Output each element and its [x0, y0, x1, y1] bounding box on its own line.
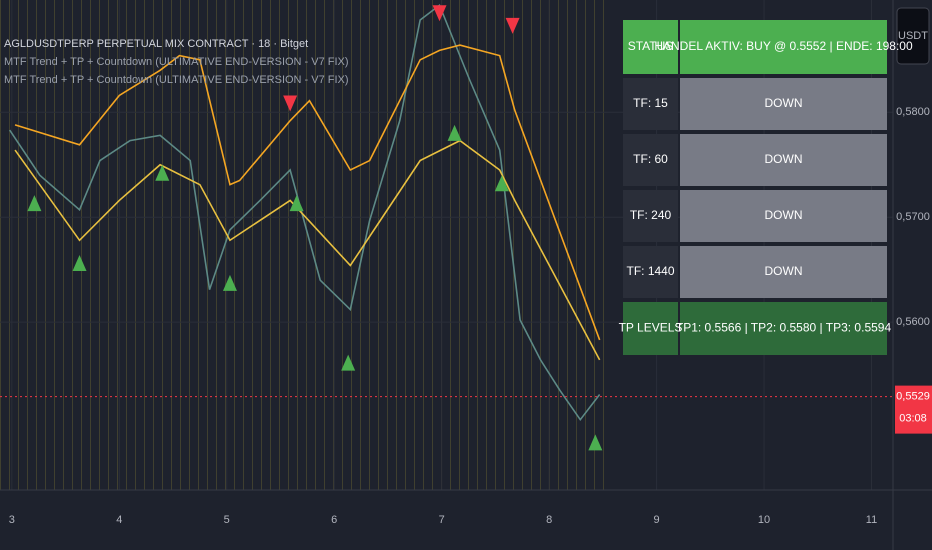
x-tick-label: 10: [758, 514, 770, 526]
sell-signal: [505, 17, 520, 34]
table-cell: [680, 134, 887, 186]
table-cell: [623, 190, 678, 242]
symbol-title: AGLDUSDTPERP PERPETUAL MIX CONTRACT · 18…: [4, 38, 308, 50]
table-cell: [623, 78, 678, 130]
x-tick-label: 6: [331, 514, 337, 526]
x-tick-label: 7: [439, 514, 445, 526]
buy-signal: [588, 434, 603, 451]
series-line: [14, 139, 601, 361]
table-label: TF: 240: [630, 208, 672, 222]
countdown: 03:08: [899, 413, 927, 425]
x-tick-label: 8: [546, 514, 552, 526]
table-value: TP1: 0.5566 | TP2: 0.5580 | TP3: 0.5594: [676, 321, 892, 335]
session-lines: [0, 0, 605, 490]
table-label: TP LEVELS: [619, 321, 683, 335]
table-label: TF: 1440: [626, 264, 674, 278]
buy-signal: [289, 195, 304, 212]
buy-signal: [155, 164, 170, 181]
currency-button[interactable]: [896, 7, 930, 65]
table-cell: [623, 246, 678, 298]
currency-label[interactable]: USDT: [898, 30, 928, 42]
buy-signal: [341, 354, 356, 371]
table-cell: [680, 190, 887, 242]
x-tick-label: 9: [654, 514, 660, 526]
table-label: TF: 15: [633, 96, 668, 110]
x-tick-label: 3: [9, 514, 15, 526]
table-cell: [680, 302, 887, 355]
indicator-label: MTF Trend + TP + Countdown (ULTIMATIVE E…: [4, 56, 349, 68]
table-label: STATUS: [628, 39, 674, 53]
table-label: TF: 60: [633, 152, 668, 166]
x-tick-label: 5: [224, 514, 230, 526]
last-price-tag: [895, 385, 932, 434]
y-tick-label: 0,5600: [896, 316, 930, 328]
table-cell: [680, 20, 887, 74]
table-cell: [680, 78, 887, 130]
indicator-label: MTF Trend + TP + Countdown (ULTIMATIVE E…: [4, 74, 349, 86]
table-value: DOWN: [765, 264, 803, 278]
buy-signal: [494, 175, 509, 192]
y-tick-label: 0,5700: [896, 211, 930, 223]
table-value: HANDEL AKTIV: BUY @ 0.5552 | ENDE: 198:0…: [654, 39, 913, 53]
sell-signal: [432, 5, 447, 22]
last-price-label: 0,5529: [896, 391, 930, 403]
sell-signal: [283, 95, 298, 112]
table-value: DOWN: [765, 152, 803, 166]
y-tick-label: 0,5800: [896, 106, 930, 118]
series-line: [9, 3, 601, 422]
table-cell: [623, 134, 678, 186]
table-value: DOWN: [765, 208, 803, 222]
table-cell: [623, 20, 678, 74]
table-value: DOWN: [765, 96, 803, 110]
series-line: [14, 44, 601, 341]
table-cell: [623, 302, 678, 355]
buy-signal: [222, 274, 237, 291]
x-tick-label: 4: [116, 514, 122, 526]
buy-signal: [72, 254, 87, 271]
buy-signal: [447, 124, 462, 141]
x-tick-label: 11: [866, 514, 877, 526]
buy-signal: [27, 195, 42, 212]
table-cell: [680, 246, 887, 298]
